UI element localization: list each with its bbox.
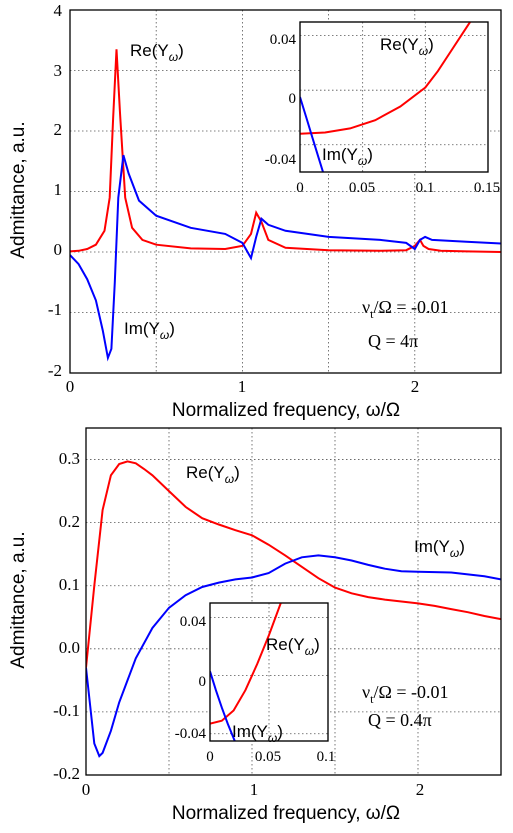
inset-x-tick: 0.05 <box>349 180 375 196</box>
y-tick-label: -1 <box>48 300 62 319</box>
inset-y-tick: 0.04 <box>270 32 297 48</box>
re-series-label: Re(Yω) <box>186 463 240 486</box>
plot-frame <box>69 9 502 374</box>
inset-y-tick: 0 <box>199 674 207 690</box>
inset-y-tick: -0.04 <box>175 726 207 742</box>
y-tick-label: 4 <box>54 1 63 20</box>
chart-bottom: 0 1 2 -0.2 -0.1 0.0 0.1 0.2 0.3 Normaliz… <box>8 427 502 824</box>
inset-im-label: Im(Yω) <box>322 145 373 168</box>
y-tick-label: -0.1 <box>53 701 80 720</box>
inset-y-tick: -0.04 <box>265 152 297 168</box>
chart-top: 0 1 2 -2 -1 0 1 2 3 4 Normalized frequen… <box>8 1 502 421</box>
inset-chart: 0 0.05 0.1 0.15 0.04 0 -0.04 Re(Yω) Im(Y… <box>265 21 500 196</box>
inset-chart: 0 0.05 0.1 0.04 0 -0.04 Re(Yω) Im(Yω) <box>175 602 336 765</box>
y-tick-label: 1 <box>54 180 63 199</box>
inset-y-tick: 0.04 <box>180 614 207 630</box>
y-tick-label: -2 <box>48 361 62 380</box>
inset-re-label: Re(Yω) <box>266 635 320 658</box>
inset-x-tick: 0.1 <box>416 180 435 196</box>
inset-im-label: Im(Yω) <box>232 722 283 745</box>
param-ratio: νt/Ω = -0.01 <box>362 682 449 706</box>
x-tick-label: 1 <box>238 377 247 396</box>
y-tick-label: 0.2 <box>59 512 80 531</box>
x-tick-label: 2 <box>411 377 420 396</box>
im-series-line <box>70 154 501 362</box>
x-tick-label: 0 <box>82 780 91 799</box>
inset-y-tick: 0 <box>289 91 297 107</box>
y-tick-label: -0.2 <box>53 764 80 783</box>
im-series-label: Im(Yω) <box>414 537 465 560</box>
inset-x-tick: 0.15 <box>474 180 500 196</box>
y-tick-label: 2 <box>54 120 63 139</box>
series-group <box>86 460 501 758</box>
inset-re-label: Re(Yω) <box>380 35 434 58</box>
y-tick-label: 0.1 <box>59 575 80 594</box>
y-tick-label: 0 <box>54 240 63 259</box>
y-axis-label: Admittance, a.u. <box>8 531 29 668</box>
re-series-line <box>86 460 501 668</box>
plot-frame <box>85 427 502 776</box>
inset-re-line <box>210 603 282 725</box>
inset-frame <box>299 21 489 173</box>
im-series-label: Im(Yω) <box>124 319 175 342</box>
param-q: Q = 0.4π <box>368 710 432 730</box>
inset-re-line <box>300 22 472 135</box>
x-tick-label: 1 <box>250 780 259 799</box>
inset-x-tick: 0.1 <box>317 749 336 765</box>
y-axis-label: Admittance, a.u. <box>8 121 29 258</box>
re-series-label: Re(Yω) <box>130 41 184 64</box>
x-tick-label: 0 <box>66 377 75 396</box>
x-tick-label: 2 <box>416 780 425 799</box>
inset-x-tick: 0 <box>296 180 304 196</box>
inset-border <box>209 602 329 742</box>
inset-im-line <box>300 96 325 172</box>
im-series-line <box>86 554 501 758</box>
param-ratio: νt/Ω = -0.01 <box>362 297 449 321</box>
y-tick-label: 3 <box>54 61 63 80</box>
x-axis-label: Normalized frequency, ω/Ω <box>172 400 400 421</box>
inset-border <box>299 21 489 173</box>
y-tick-label: 0.3 <box>59 449 80 468</box>
param-q: Q = 4π <box>368 331 418 351</box>
x-axis-label: Normalized frequency, ω/Ω <box>172 803 400 824</box>
series-group <box>70 49 501 362</box>
inset-x-tick: 0 <box>206 749 214 765</box>
y-tick-label: 0.0 <box>59 638 80 657</box>
inset-x-tick: 0.05 <box>255 749 281 765</box>
